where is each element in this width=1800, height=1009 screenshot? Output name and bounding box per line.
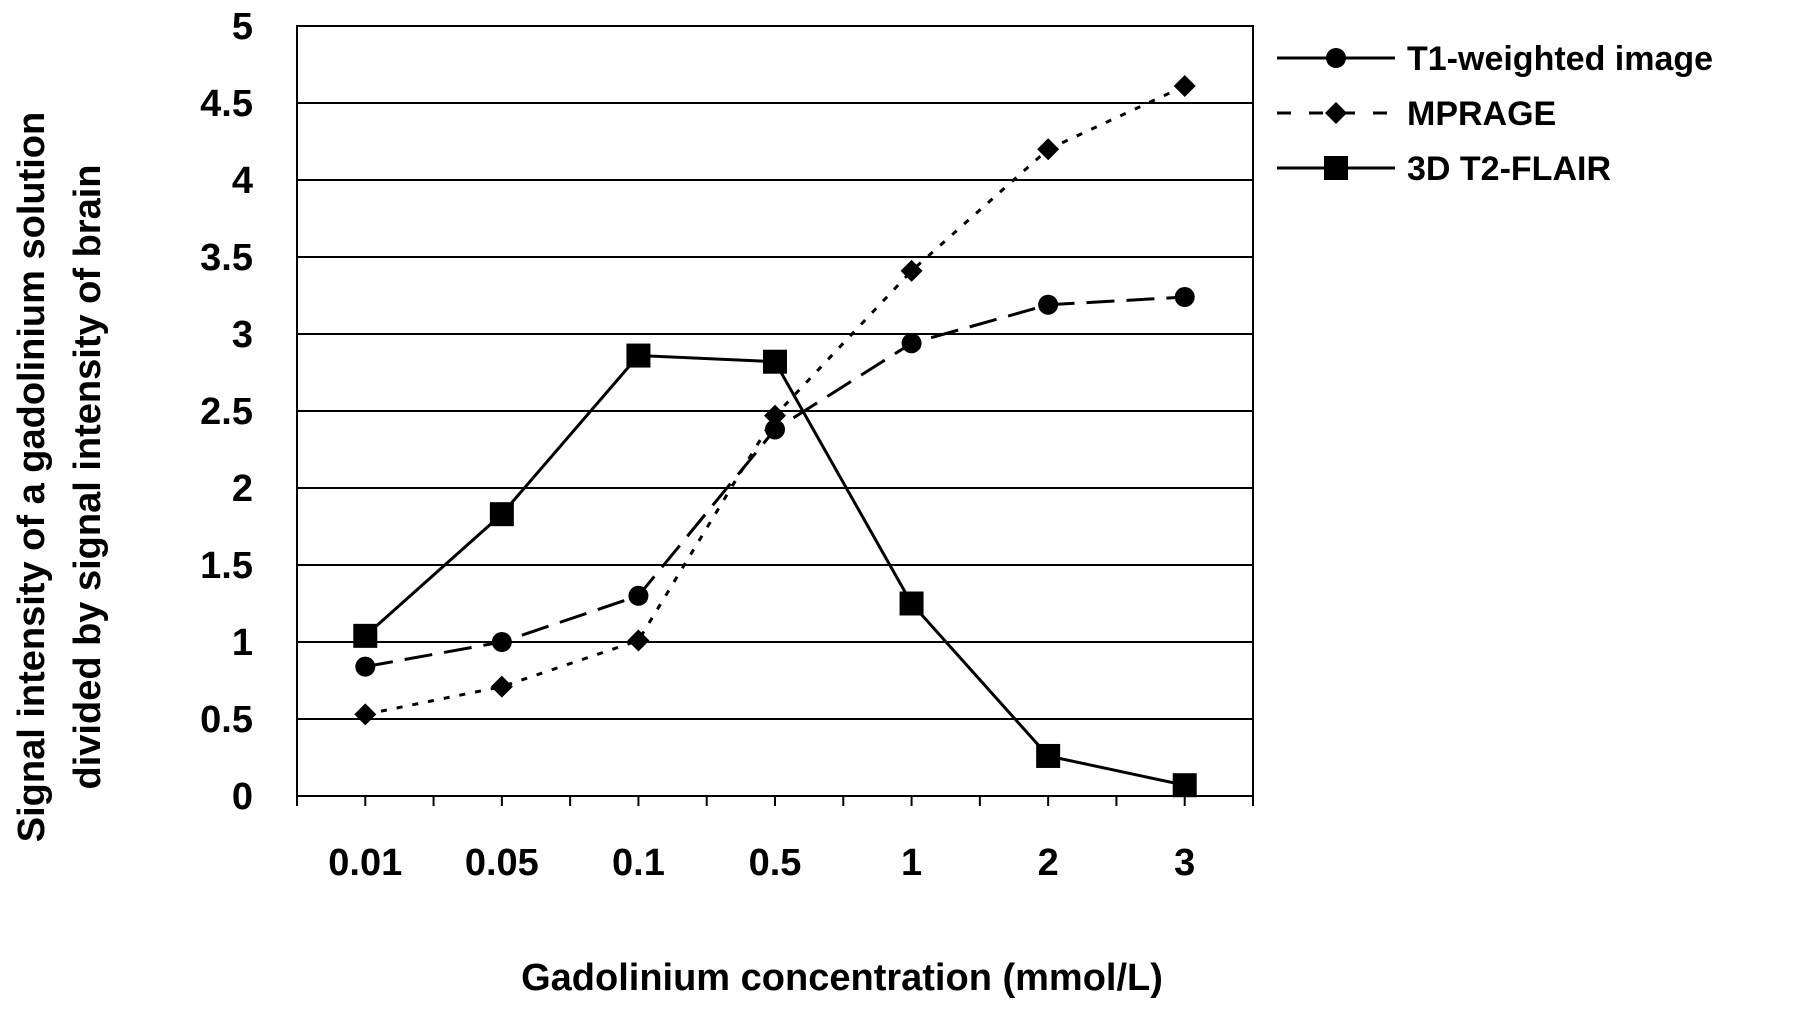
data-point-circle — [765, 419, 785, 440]
legend-entry: MPRAGE — [1277, 95, 1556, 133]
y-tick-label: 4 — [232, 160, 253, 202]
legend-marker-square — [1324, 156, 1348, 180]
data-point-square — [763, 349, 787, 374]
data-point-circle — [628, 585, 649, 606]
y-tick-label: 4.5 — [200, 83, 253, 125]
y-tick-label: 5 — [232, 6, 253, 48]
legend-marker-circle — [1326, 48, 1346, 68]
x-tick-label: 1 — [901, 842, 922, 884]
data-point-square — [1172, 773, 1197, 798]
y-axis-title: Signal intensity of a gadolinium solutio… — [11, 112, 109, 842]
legend-entry: T1-weighted image — [1277, 40, 1713, 78]
legend-marker-diamond — [1325, 102, 1347, 124]
x-tick-label: 0.01 — [328, 842, 402, 884]
legend-entry: 3D T2-FLAIR — [1277, 150, 1611, 188]
x-tick-label: 3 — [1174, 842, 1195, 884]
data-point-circle — [491, 632, 512, 652]
x-axis-title: Gadolinium concentration (mmol/L) — [521, 957, 1163, 999]
data-point-diamond — [627, 629, 650, 652]
data-point-diamond — [354, 703, 377, 726]
series-circle — [355, 287, 1195, 677]
data-point-diamond — [764, 404, 786, 427]
x-tick-label: 2 — [1038, 842, 1059, 884]
data-point-circle — [1174, 287, 1195, 308]
data-point-diamond — [900, 259, 923, 282]
y-tick-label: 1 — [232, 622, 253, 664]
y-tick-labels: 0 0.5 1 1.5 2 2.5 3 3.5 4 4.5 5 — [200, 6, 253, 818]
data-point-square — [489, 502, 514, 527]
legend-label: T1-weighted image — [1407, 40, 1713, 78]
y-tick-label: 2.5 — [200, 391, 253, 433]
y-tick-label: 2 — [232, 468, 253, 510]
y-tick-label: 3.5 — [200, 237, 253, 279]
data-point-square — [626, 343, 651, 368]
data-point-circle — [901, 333, 922, 354]
x-tick-label: 0.5 — [749, 842, 802, 884]
y-tick-label: 1.5 — [200, 545, 253, 587]
x-tick-labels: 0.01 0.05 0.1 0.5 1 2 3 — [328, 842, 1195, 884]
x-tick-label: 0.05 — [465, 842, 539, 884]
y-tick-label: 3 — [232, 314, 253, 356]
axes — [296, 25, 1254, 806]
data-point-diamond — [490, 675, 513, 698]
data-point-square — [899, 591, 924, 616]
series-diamond — [354, 75, 1196, 726]
data-point-circle — [355, 656, 376, 677]
y-axis-title-line-1: Signal intensity of a gadolinium solutio… — [11, 112, 53, 842]
legend-label: MPRAGE — [1407, 95, 1556, 133]
data-point-square — [1036, 743, 1061, 768]
data-point-diamond — [1173, 75, 1196, 98]
legend-label: 3D T2-FLAIR — [1407, 150, 1611, 188]
legend: T1-weighted image MPRAGE 3D T2-FLAIR — [1277, 40, 1713, 188]
y-tick-label: 0.5 — [200, 699, 253, 741]
series-lines — [353, 75, 1197, 798]
data-point-circle — [1038, 294, 1059, 315]
data-point-square — [353, 623, 378, 648]
y-axis-title-line-2: divided by signal intensity of brain — [67, 165, 109, 790]
x-tick-label: 0.1 — [612, 842, 665, 884]
y-tick-label: 0 — [232, 776, 253, 818]
data-point-diamond — [1037, 138, 1060, 161]
series-square — [353, 343, 1197, 798]
